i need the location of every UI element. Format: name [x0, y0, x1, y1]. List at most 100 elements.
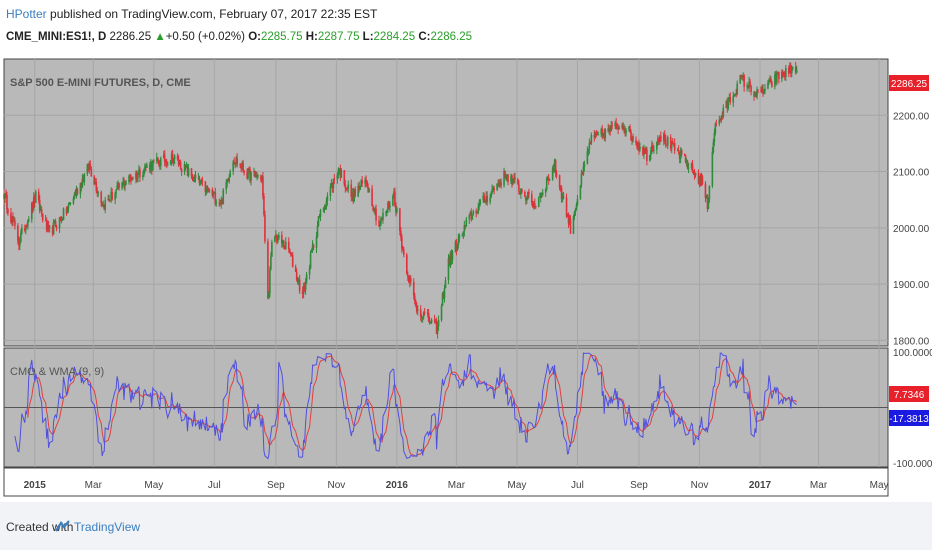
last-price-marker-label: 2286.25: [891, 79, 928, 90]
candle-body: [382, 212, 384, 220]
candle-body: [323, 206, 326, 209]
candle-body: [659, 136, 662, 142]
candle-body: [444, 280, 447, 289]
candle-body: [93, 176, 96, 185]
candle-body: [236, 158, 238, 165]
candle-body: [403, 250, 405, 255]
candle-body: [89, 164, 92, 170]
candle-body: [149, 164, 151, 171]
candle-body: [219, 202, 222, 205]
candle-body: [454, 241, 457, 252]
price-y-tick-label: 2100.00: [893, 168, 930, 179]
candle-body: [708, 185, 711, 200]
candle-body: [388, 202, 390, 208]
candle-body: [44, 219, 47, 221]
candle-body: [712, 142, 715, 152]
candle-body: [221, 199, 224, 205]
candle-body: [143, 169, 145, 176]
candle-body: [580, 173, 583, 186]
x-tick-label: 2017: [749, 480, 772, 491]
candle-body: [528, 191, 530, 195]
candle-body: [483, 195, 485, 203]
cmo-y-tick-label: 100.0000: [893, 348, 932, 359]
candle-body: [13, 220, 15, 222]
candle-body: [574, 209, 577, 212]
candle-body: [455, 241, 458, 251]
candle-body: [525, 197, 527, 201]
candle-body: [436, 326, 439, 334]
candle-body: [700, 176, 703, 185]
candle-body: [38, 199, 41, 211]
chart-area[interactable]: 2015 Mar May Jul Sep Nov 2016 Mar May Jul Sep Nov 20…: [0, 55, 932, 500]
candle-body: [691, 163, 694, 172]
candle-body: [401, 236, 403, 249]
candle-body: [677, 150, 680, 153]
candle-body: [616, 127, 618, 129]
candle-body: [213, 192, 216, 193]
candle-body: [673, 143, 676, 151]
up-arrow-icon: ▲: [154, 31, 166, 43]
candle-body: [153, 160, 155, 162]
tradingview-link[interactable]: TradingView: [74, 520, 141, 534]
candle-body: [652, 145, 654, 151]
candle-body: [492, 188, 494, 190]
x-tick-label: Nov: [327, 480, 345, 491]
candle-body: [419, 309, 422, 317]
candle-body: [399, 208, 401, 231]
candle-body: [59, 217, 62, 219]
candle-body: [198, 177, 201, 184]
candle-body: [19, 242, 21, 246]
candle-body: [360, 180, 362, 187]
candle-body: [428, 321, 431, 324]
candle-body: [728, 97, 731, 102]
footer-bar: Created with TradingView: [0, 502, 932, 550]
candle-body: [519, 191, 521, 195]
candle-body: [302, 285, 305, 295]
candle-body: [352, 192, 355, 202]
candle-body: [517, 179, 519, 185]
candle-body: [512, 179, 514, 183]
candle-body: [333, 178, 336, 180]
candle-body: [367, 187, 369, 193]
author-link[interactable]: HPotter: [6, 7, 47, 21]
wma-last-marker: [889, 386, 929, 402]
candle-body: [658, 139, 660, 143]
candle-body: [693, 172, 696, 176]
candle-body: [777, 71, 779, 74]
candle-body: [73, 194, 76, 199]
close-value: 2286.25: [430, 31, 473, 43]
candle-body: [81, 178, 84, 188]
candle-body: [538, 197, 541, 199]
candle-body: [353, 188, 356, 202]
candle-body: [124, 184, 126, 187]
candle-body: [653, 149, 655, 151]
candle-body: [305, 274, 308, 282]
cmo-lines: [14, 352, 798, 460]
candle-body: [109, 200, 111, 201]
candle-body: [694, 172, 697, 176]
candle-body: [458, 235, 461, 239]
candle-body: [88, 164, 91, 170]
candle-body: [25, 225, 27, 231]
candle-body: [440, 305, 443, 321]
candle-body: [282, 241, 285, 248]
candle-body: [614, 123, 616, 126]
candle-body: [430, 319, 433, 323]
candle-body: [601, 128, 604, 137]
candle-body: [485, 195, 487, 202]
candle-body: [449, 252, 452, 265]
candle-body: [103, 204, 106, 210]
candle-body: [176, 155, 179, 160]
candle-body: [225, 182, 228, 190]
candle-body: [547, 177, 550, 181]
candle-body: [721, 116, 724, 117]
candle-body: [775, 74, 777, 83]
candle-body: [296, 279, 299, 283]
cmo-series-line: [14, 352, 797, 460]
wma-last-label: 7.7346: [894, 390, 925, 401]
last-price-marker: [889, 75, 929, 91]
candle-body: [609, 128, 611, 132]
candle-body: [735, 93, 738, 95]
candle-body: [215, 202, 218, 204]
candle-body: [638, 143, 640, 150]
